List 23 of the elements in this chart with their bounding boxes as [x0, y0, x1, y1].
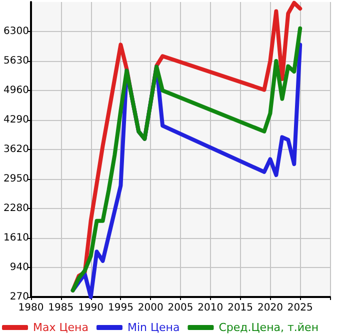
y-tick-label: 1610 [4, 232, 29, 244]
legend-label: Min Цена [127, 321, 180, 334]
x-tick-label: 2010 [198, 302, 224, 314]
y-tick-label: 6300 [4, 26, 29, 37]
x-tick-label: 2000 [138, 302, 164, 314]
x-tick-label: 1985 [48, 302, 74, 314]
y-tick-label: 5630 [4, 56, 29, 66]
x-tick-label: 2005 [168, 302, 194, 314]
x-tick-label: 1990 [78, 302, 104, 314]
y-tick-label: 3620 [4, 144, 29, 155]
y-tick-label: 270 [10, 292, 29, 302]
x-tick-label: 1995 [108, 302, 134, 314]
y-tick-label: 2280 [4, 203, 29, 214]
y-tick-label: 940 [10, 262, 29, 273]
x-tick-label: 2020 [257, 302, 283, 314]
x-tick-label: 1980 [18, 302, 44, 314]
legend-label: Сред.Цена, т.йен [218, 321, 319, 334]
legend-label: Max Цена [33, 321, 88, 334]
y-tick-label: 4960 [4, 85, 29, 96]
x-tick-label: 2025 [287, 302, 313, 314]
y-tick-label: 4290 [4, 114, 29, 126]
y-tick-label: 2950 [4, 174, 29, 184]
x-tick-label: 2015 [228, 302, 254, 314]
